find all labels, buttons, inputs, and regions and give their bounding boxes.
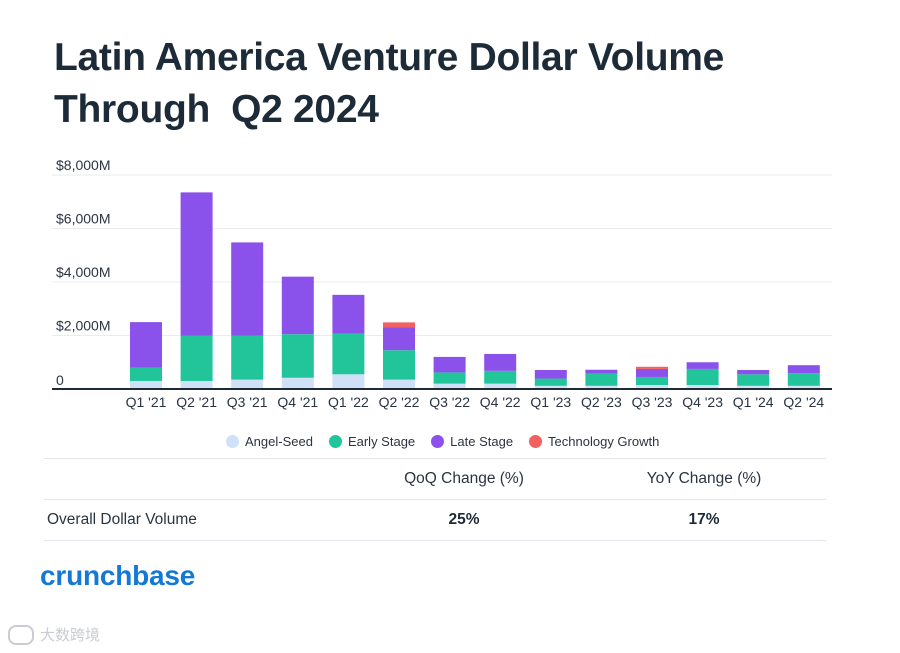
bar-segment-angel-seed [636,384,668,389]
bar-segment-late-stage [484,353,517,371]
bar-segment-early-stage [281,334,314,378]
x-tick-label: Q1 '22 [328,394,369,410]
crunchbase-logo: crunchbase [40,560,196,591]
table-cell-qoq: 25% [448,511,480,528]
bar-segment-early-stage [737,374,770,386]
legend-swatch-late-stage [431,434,445,448]
legend-swatch-angel-seed [226,434,239,448]
bar-segment-late-stage [787,365,820,374]
bar-segment-late-stage [737,370,770,375]
bar-segment-late-stage [534,370,567,379]
bar-segment-angel-seed [484,383,517,389]
watermark-icon [8,624,34,645]
x-tick-label: Q4 '21 [277,394,318,410]
table-row-label: Overall Dollar Volume [47,511,197,528]
change-summary-table: QoQ Change (%) YoY Change (%) Overall Do… [44,458,826,541]
bar-segment-technology-growth [636,366,668,369]
chart-legend: Angel-Seed Early Stage Late Stage Techno… [226,432,659,450]
bar-segment-late-stage [281,276,314,335]
legend-item-early-stage: Early Stage [328,433,416,449]
bar-segment-technology-growth [383,322,415,328]
x-tick-label: Q3 '21 [227,394,268,410]
bar-segment-early-stage [383,350,415,380]
legend-label-late-stage: Late Stage [450,433,514,449]
bar-segment-angel-seed [787,385,820,389]
table-header-yoy: YoY Change (%) [646,470,762,487]
x-tick-label: Q2 '21 [176,394,217,410]
bar-segment-late-stage [130,322,162,368]
bar-segment-late-stage [231,242,264,336]
y-tick-label: 0 [56,372,64,388]
legend-item-technology-growth: Technology Growth [529,434,659,449]
bar-segment-angel-seed [180,380,213,389]
bar-segment-angel-seed [130,380,162,389]
x-tick-label: Q4 '23 [682,394,723,410]
table-header-row: QoQ Change (%) YoY Change (%) [44,458,826,499]
legend-label-angel-seed: Angel-Seed [245,433,313,449]
x-tick-label: Q3 '23 [632,394,673,410]
table-row: Overall Dollar Volume 25% 17% [44,499,826,541]
bar-segment-early-stage [231,335,264,380]
bar-segment-angel-seed [383,379,415,389]
bar-segment-angel-seed [534,385,567,389]
legend-label-technology-growth: Technology Growth [548,433,660,449]
bar-segment-late-stage [433,356,466,373]
bar-segment-angel-seed [281,377,314,389]
bar-segment-early-stage [686,368,719,385]
bar-segment-late-stage [332,294,365,334]
chart-title-line-1: Latin America Venture Dollar Volume [54,36,725,79]
bar-segment-early-stage [534,378,567,386]
bar-segment-late-stage [180,192,213,336]
legend-swatch-early-stage [328,434,342,448]
watermark: 大数跨境 [8,624,100,645]
bar-segment-early-stage [180,335,213,381]
bar-segment-angel-seed [332,374,365,389]
bar-segment-angel-seed [737,385,770,389]
bar-segment-angel-seed [231,379,264,389]
y-tick-label: $6,000M [56,211,110,227]
y-tick-label: $4,000M [56,264,110,280]
table-header-qoq: QoQ Change (%) [404,470,524,487]
x-tick-label: Q1 '23 [530,394,571,410]
bar-segment-angel-seed [585,385,618,389]
x-tick-label: Q1 '24 [733,394,774,410]
bar-segment-early-stage [433,372,466,384]
y-tick-label: $8,000M [56,157,110,173]
y-tick-label: $2,000M [56,318,110,334]
x-tick-label: Q4 '22 [480,394,521,410]
legend-label-early-stage: Early Stage [347,433,416,449]
bar-segment-early-stage [585,373,618,386]
table-cell-yoy: 17% [688,511,720,528]
bar-segment-early-stage [332,333,365,375]
bar-segment-early-stage [636,376,668,385]
chart-title-line-2: Through Q2 2024 [54,88,379,131]
bar-segment-angel-seed [686,384,719,389]
x-tick-label: Q1 '21 [126,394,167,410]
legend-item-late-stage: Late Stage [431,434,513,449]
watermark-text: 大数跨境 [40,627,101,644]
bar-segment-early-stage [130,367,162,381]
bar-segment-early-stage [787,373,820,386]
x-tick-label: Q2 '23 [581,394,622,410]
bar-segment-late-stage [585,369,618,374]
legend-item-angel-seed: Angel-Seed [226,434,313,449]
bar-segment-late-stage [383,327,415,351]
stacked-bar-chart: 0 $2,000M $4,000M $6,000M $8,000M Q1 '21 Q2 '2… [52,157,832,410]
bar-segment-late-stage [636,368,668,377]
x-tick-label: Q3 '22 [429,394,470,410]
bar-segment-late-stage [686,362,719,369]
chart-title: Latin America Venture Dollar Volume Thro… [54,32,834,136]
x-tick-label: Q2 '22 [379,394,420,410]
legend-swatch-technology-growth [529,434,543,448]
bar-segment-early-stage [484,370,517,384]
bar-segment-angel-seed [433,383,466,389]
x-tick-label: Q2 '24 [783,394,824,410]
